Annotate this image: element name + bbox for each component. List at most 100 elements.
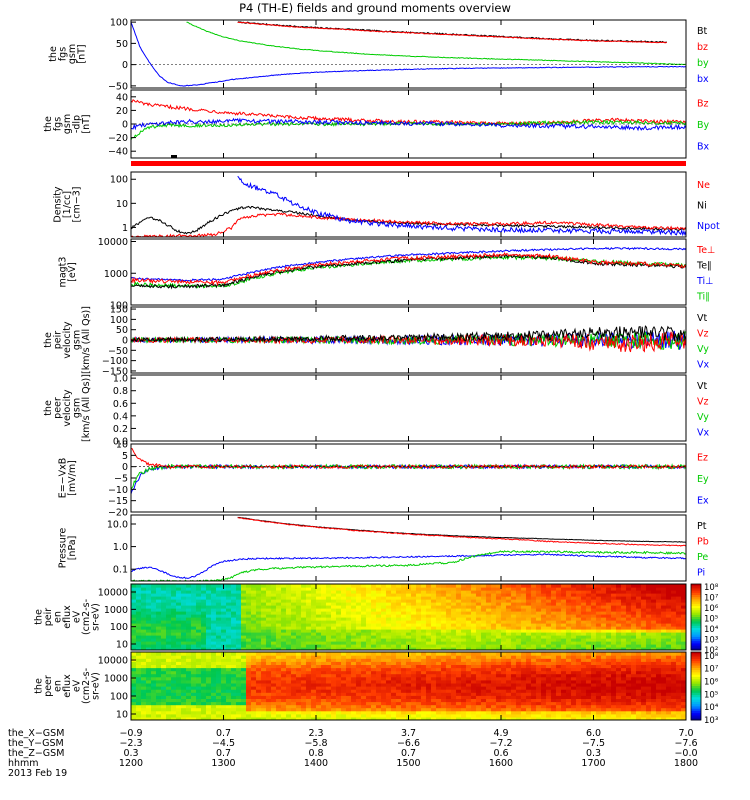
spectrogram-cell	[211, 611, 217, 615]
spectrogram-cell	[446, 716, 452, 720]
spectrogram-cell	[261, 608, 267, 612]
y-tick-label: 10	[116, 199, 128, 210]
spectrogram-cell	[381, 673, 387, 678]
y-axis-label: [1/cc]	[62, 191, 73, 218]
spectrogram-cell	[226, 713, 232, 718]
spectrogram-cell	[281, 707, 287, 712]
spectrogram-cell	[501, 620, 507, 624]
spectrogram-cell	[501, 710, 507, 715]
spectrogram-cell	[176, 638, 182, 642]
spectrogram-cell	[601, 596, 607, 600]
spectrogram-cell	[526, 647, 532, 650]
spectrogram-cell	[426, 695, 432, 699]
spectrogram-cell	[681, 614, 686, 618]
spectrogram-cell	[216, 661, 222, 665]
spectrogram-cell	[346, 626, 352, 630]
spectrogram-cell	[326, 652, 332, 656]
spectrogram-cell	[261, 661, 267, 665]
spectrogram-cell	[196, 626, 202, 630]
spectrogram-cell	[231, 647, 237, 650]
spectrogram-cell	[491, 682, 497, 687]
spectrogram-cell	[531, 670, 537, 675]
spectrogram-cell	[201, 701, 207, 706]
spectrogram-cell	[546, 599, 552, 603]
spectrogram-cell	[361, 629, 367, 633]
spectrogram-cell	[136, 658, 142, 662]
spectrogram-cell	[606, 596, 612, 600]
spectrogram-cell	[176, 602, 182, 606]
spectrogram-cell	[436, 713, 442, 718]
spectrogram-cell	[631, 617, 637, 621]
spectrogram-cell	[566, 710, 572, 715]
spectrogram-cell	[146, 641, 152, 645]
spectrogram-cell	[451, 713, 457, 718]
spectrogram-cell	[316, 652, 322, 656]
spectrogram-cell	[461, 679, 467, 684]
spectrogram-cell	[221, 689, 227, 693]
spectrogram-cell	[236, 667, 242, 672]
spectrogram-cell	[436, 670, 442, 675]
spectrogram-cell	[316, 682, 322, 687]
spectrogram-cell	[251, 626, 257, 630]
spectrogram-cell	[611, 692, 617, 696]
spectrogram-cell	[261, 632, 267, 636]
spectrogram-cell	[221, 692, 227, 696]
spectrogram-cell	[131, 664, 137, 669]
spectrogram-cell	[576, 676, 582, 681]
spectrogram-cell	[671, 629, 677, 633]
spectrogram-cell	[136, 644, 142, 648]
spectrogram-cell	[346, 647, 352, 650]
spectrogram-cell	[436, 689, 442, 693]
spectrogram-cell	[176, 707, 182, 712]
spectrogram-cell	[626, 707, 632, 712]
spectrogram-cell	[371, 602, 377, 606]
spectrogram-cell	[521, 632, 527, 636]
spectrogram-cell	[616, 664, 622, 669]
spectrogram-cell	[601, 695, 607, 699]
spectrogram-cell	[301, 611, 307, 615]
spectrogram-cell	[186, 682, 192, 687]
spectrogram-cell	[176, 647, 182, 650]
spectrogram-cell	[421, 620, 427, 624]
spectrogram-cell	[616, 626, 622, 630]
spectrogram-cell	[596, 599, 602, 603]
spectrogram-cell	[336, 638, 342, 642]
spectrogram-cell	[171, 614, 177, 618]
spectrogram-cell	[396, 698, 402, 703]
spectrogram-cell	[241, 611, 247, 615]
spectrogram-cell	[326, 605, 332, 609]
spectrogram-cell	[206, 682, 212, 687]
spectrogram-cell	[316, 626, 322, 630]
spectrogram-cell	[476, 658, 482, 662]
spectrogram-cell	[286, 614, 292, 618]
spectrogram-cell	[601, 626, 607, 630]
spectrogram-cell	[591, 617, 597, 621]
spectrogram-cell	[576, 713, 582, 718]
spectrogram-cell	[251, 652, 257, 656]
spectrogram-cell	[341, 596, 347, 600]
spectrogram-cell	[536, 605, 542, 609]
spectrogram-cell	[531, 626, 537, 630]
spectrogram-cell	[541, 710, 547, 715]
spectrogram-cell	[391, 614, 397, 618]
spectrogram-cell	[421, 647, 427, 650]
spectrogram-cell	[546, 652, 552, 656]
spectrogram-cell	[606, 673, 612, 678]
y-tick-label: 0	[122, 462, 128, 473]
spectrogram-cell	[381, 614, 387, 618]
spectrogram-cell	[411, 679, 417, 684]
spectrogram-cell	[576, 623, 582, 627]
spectrogram-cell	[276, 584, 282, 588]
spectrogram-cell	[156, 652, 162, 656]
spectrogram-cell	[206, 638, 212, 642]
spectrogram-cell	[546, 614, 552, 618]
spectrogram-cell	[221, 626, 227, 630]
spectrogram-cell	[211, 716, 217, 720]
legend-vx: Vx	[697, 359, 709, 370]
spectrogram-cell	[406, 670, 412, 675]
spectrogram-cell	[576, 661, 582, 665]
spectrogram-cell	[306, 689, 312, 693]
spectrogram-cell	[206, 635, 212, 639]
spectrogram-cell	[406, 596, 412, 600]
spectrogram-cell	[261, 590, 267, 594]
